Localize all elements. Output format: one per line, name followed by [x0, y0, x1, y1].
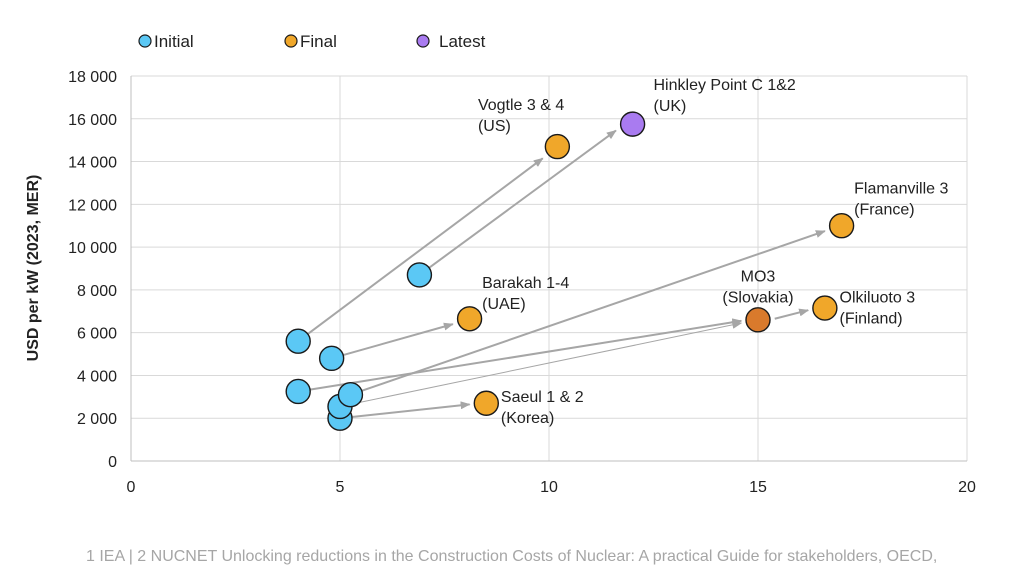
trend-arrow — [339, 401, 471, 420]
y-tick-label: 8 000 — [77, 283, 117, 300]
point-initial — [337, 381, 364, 408]
axes: 0 2 000 4 000 6 000 8 000 10 000 12 000 14 000 1… — [68, 69, 976, 496]
legend-marker — [138, 34, 152, 48]
legend-label: Initial — [154, 32, 194, 51]
point-initial — [318, 345, 345, 372]
y-tick-label: 16 000 — [68, 112, 117, 129]
trend-arrow — [350, 230, 826, 396]
point-final — [473, 390, 499, 416]
trend-arrow — [331, 322, 454, 360]
legend: Initial Final Latest — [138, 32, 486, 51]
trend-arrow — [418, 129, 617, 276]
y-tick-label: 10 000 — [68, 240, 117, 257]
point-latest — [619, 111, 646, 137]
point-annotation: Saeul 1 & 2 (Korea) — [501, 389, 584, 427]
y-tick-label: 2 000 — [77, 411, 117, 428]
annotations: Vogtle 3 & 4 (US) Hinkley Point C 1&2 (UK) F… — [478, 77, 949, 427]
y-tick-label: 6 000 — [77, 326, 117, 343]
y-tick-label: 12 000 — [68, 197, 117, 214]
point-annotation: Olkiluoto 3 (Finland) — [840, 290, 916, 328]
footnote: 1 IEA | 2 NUCNET Unlocking reductions in… — [86, 548, 938, 565]
point-initial — [285, 328, 311, 354]
data-points — [285, 111, 855, 431]
y-tick-label: 18 000 — [68, 69, 117, 86]
trend-arrow — [339, 320, 743, 407]
x-tick-label: 10 — [540, 479, 558, 496]
x-tick-label: 5 — [336, 479, 345, 496]
point-annotation: Barakah 1-4 (UAE) — [482, 275, 569, 313]
legend-label: Final — [300, 32, 337, 51]
x-tick-label: 0 — [127, 479, 136, 496]
point-initial — [406, 262, 433, 288]
point-final — [456, 306, 483, 332]
point-initial — [285, 378, 311, 405]
point-annotation: Flamanville 3 (France) — [854, 181, 948, 219]
point-final — [544, 133, 571, 160]
arrows — [297, 129, 826, 420]
x-tick-label: 15 — [749, 479, 767, 496]
point-annotation: MO3 (Slovakia) — [722, 268, 793, 306]
x-tick-label: 20 — [958, 479, 976, 496]
point-final — [828, 213, 855, 239]
trend-arrow — [774, 308, 810, 320]
y-tick-label: 4 000 — [77, 368, 117, 385]
point-annotation: Hinkley Point C 1&2 (UK) — [654, 77, 796, 115]
trend-arrow — [298, 318, 743, 393]
trend-arrow — [297, 157, 544, 343]
point-final — [745, 307, 771, 333]
point-annotation: Vogtle 3 & 4 (US) — [478, 97, 564, 135]
y-tick-label: 14 000 — [68, 155, 117, 172]
point-final — [812, 295, 838, 321]
legend-marker — [416, 34, 430, 48]
y-axis-label: USD per kW (2023, MER) — [25, 175, 42, 362]
legend-marker — [284, 34, 298, 48]
legend-label: Latest — [439, 32, 486, 51]
y-tick-label: 0 — [108, 454, 117, 471]
